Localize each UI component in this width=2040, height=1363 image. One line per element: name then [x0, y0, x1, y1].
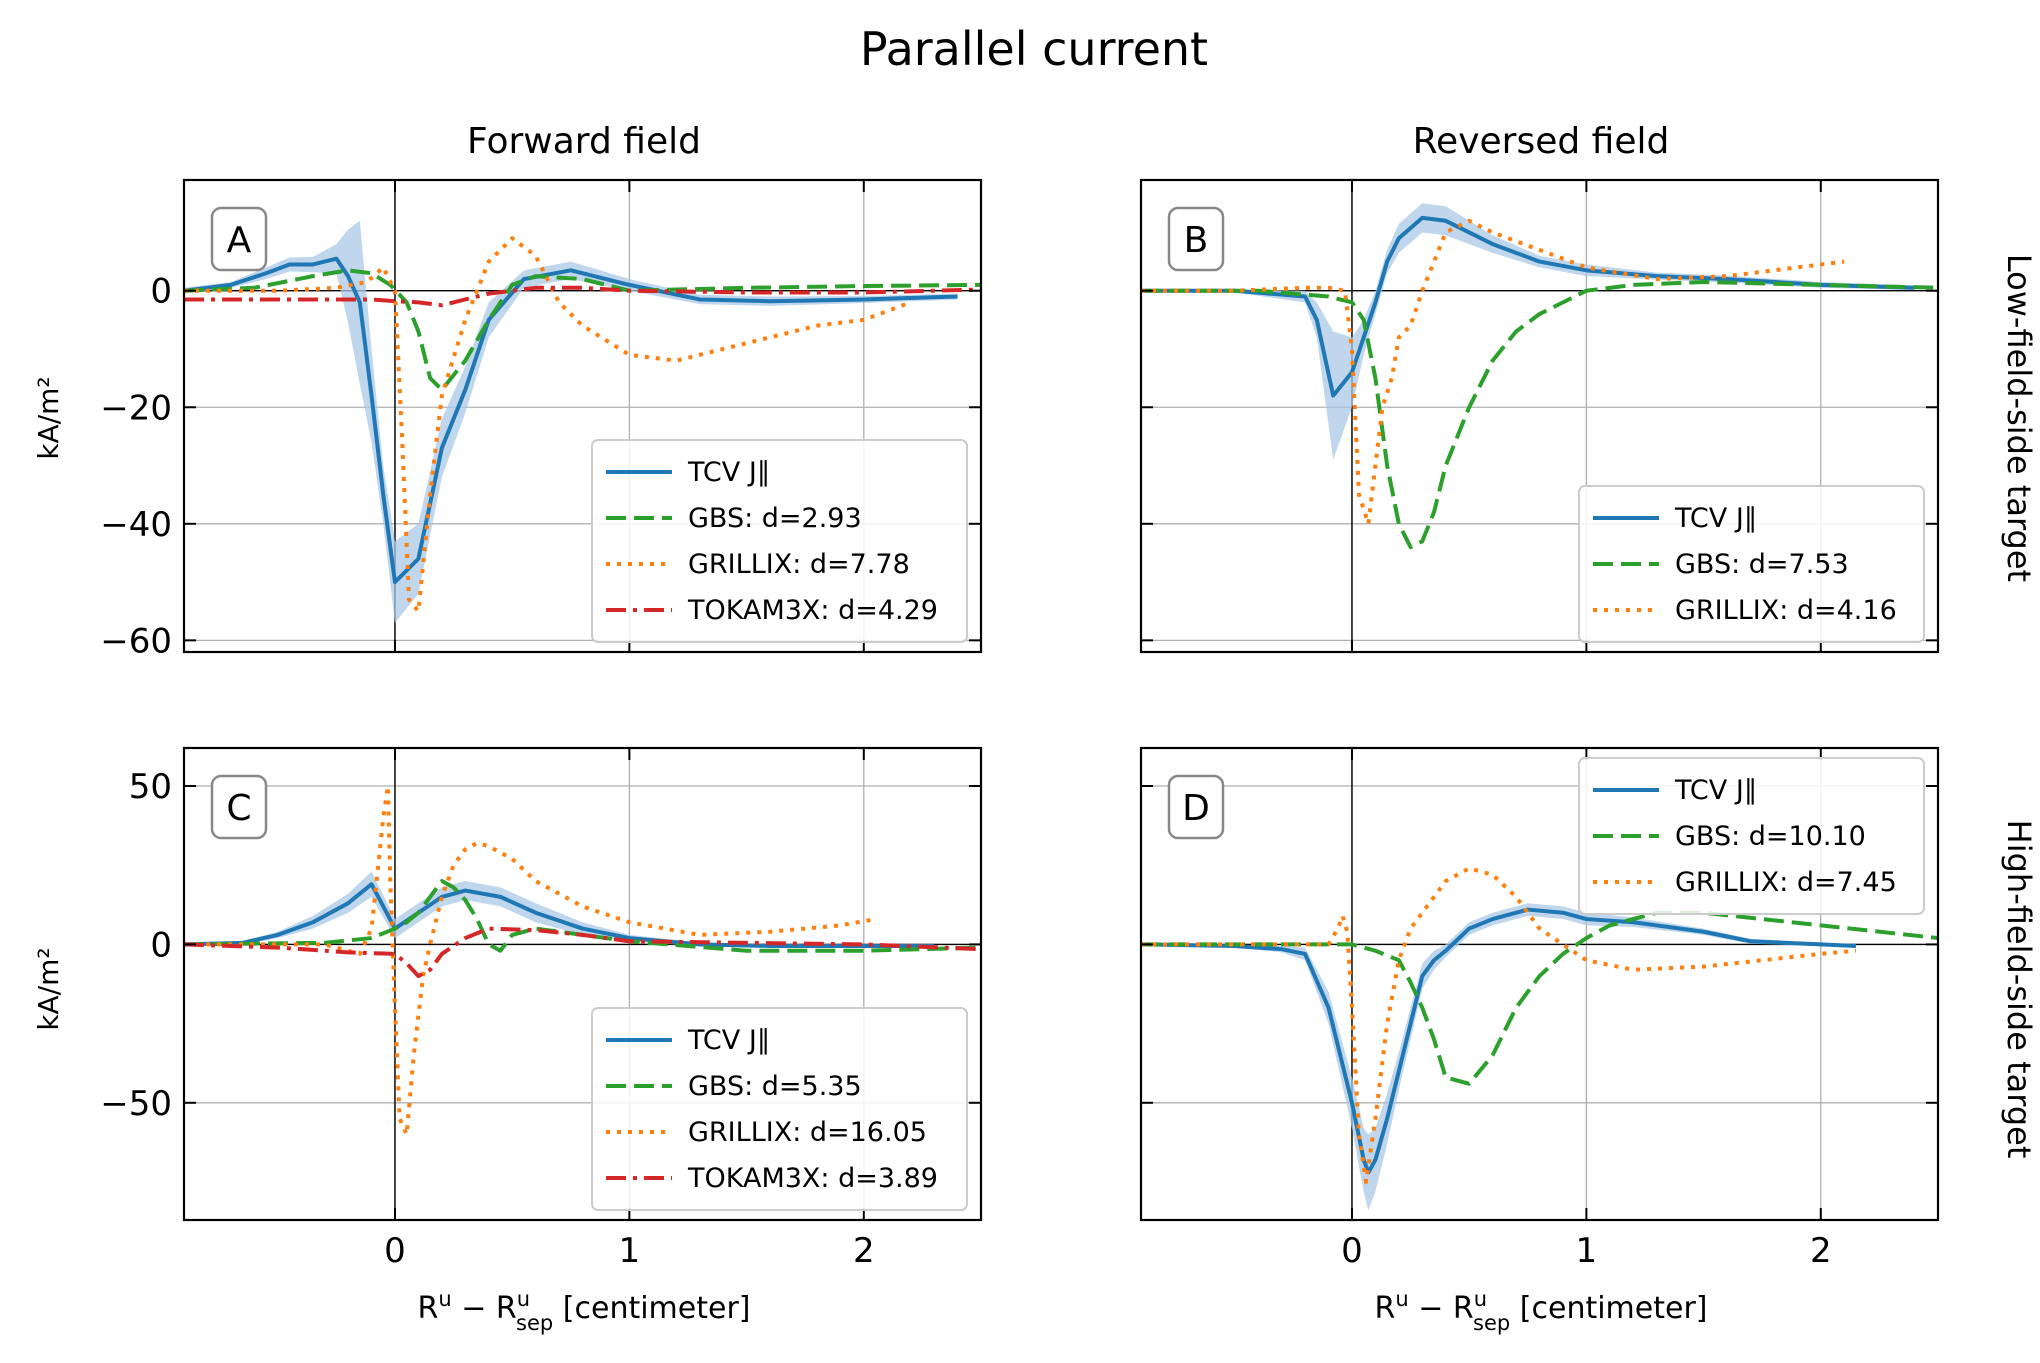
y-tick-label: 0: [150, 272, 172, 312]
axes-frame: [182, 746, 983, 1222]
plot-area: [1141, 203, 1938, 550]
x-tick-label: 2: [853, 1231, 875, 1271]
legend-label: GBS: d=7.53: [1675, 549, 1849, 580]
series-line-grillix: [1141, 218, 1845, 526]
ylabel-top: kA/m²: [32, 376, 65, 459]
legend-label: GRILLIX: d=7.45: [1675, 867, 1897, 898]
legend-box: [591, 1007, 968, 1211]
y-tick-label: −60: [100, 621, 172, 661]
col-title-forward: Forward field: [467, 121, 701, 162]
panel-label: C: [226, 788, 251, 829]
figure-title: Parallel current: [860, 22, 1208, 76]
series-line-tcv: [184, 256, 958, 585]
tcv-uncertainty-band: [184, 871, 935, 948]
panel-label: B: [1184, 220, 1209, 261]
ylabel-bottom: kA/m²: [32, 947, 65, 1030]
series-line-gbs: [1141, 910, 1938, 1086]
x-tick-label: 2: [1810, 1231, 1832, 1271]
series-line-gbs: [1141, 279, 1938, 550]
xlabel-right: Ru − Ru sep [centimeter]: [1375, 1287, 1708, 1335]
x-tick-label: 1: [1576, 1231, 1598, 1271]
y-tick-label: −50: [100, 1084, 172, 1124]
panel-label-box: [210, 774, 268, 840]
panel-label: A: [227, 220, 252, 261]
legend-label: TCV J∥: [1674, 775, 1757, 806]
panel-C: 0 1 2 50 0 −50 C TCV J∥ GBS: d=5.35 GRILLIX: d=16…: [100, 746, 983, 1271]
panel-D: 0 1 2 D TCV J∥ GBS: d=10.10 GRILLIX: d=7.45: [1139, 746, 1940, 1271]
x-tick-label: 1: [619, 1231, 641, 1271]
legend: TCV J∥ GBS: d=5.35 GRILLIX: d=16.05 TOKAM3X…: [591, 1007, 968, 1211]
plot-area: [184, 220, 981, 623]
panel-label-box: [1167, 774, 1225, 840]
series-line-gbs: [184, 268, 981, 392]
legend: TCV J∥ GBS: d=10.10 GRILLIX: d=7.45: [1578, 757, 1925, 915]
panel-B: B TCV J∥ GBS: d=7.53 GRILLIX: d=4.16: [1139, 178, 1940, 654]
series-line-tokam3x: [184, 285, 981, 308]
series-line-grillix: [184, 236, 912, 614]
panels: 0 −20 −40 −60 A TCV J∥ GBS: d=2.93 GRILLIX: d=7…: [100, 178, 1940, 1271]
xlabel-left: Ru − Ru sep [centimeter]: [418, 1287, 751, 1335]
series-line-tcv: [1141, 907, 1857, 1175]
y-tick-label: −40: [100, 505, 172, 545]
series-line-tcv: [184, 882, 935, 948]
y-tick-label: 0: [150, 925, 172, 965]
plot-area: [1141, 866, 1938, 1211]
y-tick-label: 50: [129, 767, 172, 807]
y-tick-label: −20: [100, 388, 172, 428]
series-line-tcv: [1141, 215, 1915, 398]
legend-box: [1578, 757, 1925, 915]
panel-A: 0 −20 −40 −60 A TCV J∥ GBS: d=2.93 GRILLIX: d=7…: [100, 178, 983, 661]
legend-label: TOKAM3X: d=4.29: [687, 595, 938, 626]
tcv-uncertainty-band: [1141, 903, 1856, 1211]
legend-label: TOKAM3X: d=3.89: [687, 1163, 938, 1194]
panel-label-box: [210, 206, 268, 272]
panel-label-box: [1167, 206, 1225, 272]
legend-label: TCV J∥: [1674, 503, 1757, 534]
row-title-hfs: High-field-side target: [2000, 820, 2038, 1159]
tcv-uncertainty-band: [1141, 203, 1915, 460]
series-line-grillix: [184, 784, 876, 1137]
legend-label: TCV J∥: [687, 457, 770, 488]
axes-frame: [1139, 746, 1940, 1222]
axes-frame: [182, 178, 983, 654]
legend-label: GRILLIX: d=16.05: [688, 1117, 927, 1148]
legend-label: TCV J∥: [687, 1025, 770, 1056]
legend-label: GBS: d=10.10: [1675, 821, 1866, 852]
series-line-grillix: [1141, 866, 1857, 1184]
axes-frame: [1139, 178, 1940, 654]
plot-area: [184, 784, 981, 1137]
legend: TCV J∥ GBS: d=7.53 GRILLIX: d=4.16: [1578, 485, 1925, 643]
x-tick-label: 0: [1341, 1231, 1363, 1271]
legend: TCV J∥ GBS: d=2.93 GRILLIX: d=7.78 TOKAM3X:…: [591, 439, 968, 643]
legend-label: GBS: d=5.35: [688, 1071, 862, 1102]
col-title-reversed: Reversed field: [1413, 121, 1670, 162]
row-title-lfs: Low-field-side target: [2000, 254, 2038, 582]
legend-label: GBS: d=2.93: [688, 503, 862, 534]
legend-label: GRILLIX: d=7.78: [688, 549, 910, 580]
legend-box: [591, 439, 968, 643]
series-line-gbs: [184, 879, 981, 953]
legend-label: GRILLIX: d=4.16: [1675, 595, 1897, 626]
panel-label: D: [1182, 788, 1210, 829]
x-tick-label: 0: [384, 1231, 406, 1271]
legend-box: [1578, 485, 1925, 643]
